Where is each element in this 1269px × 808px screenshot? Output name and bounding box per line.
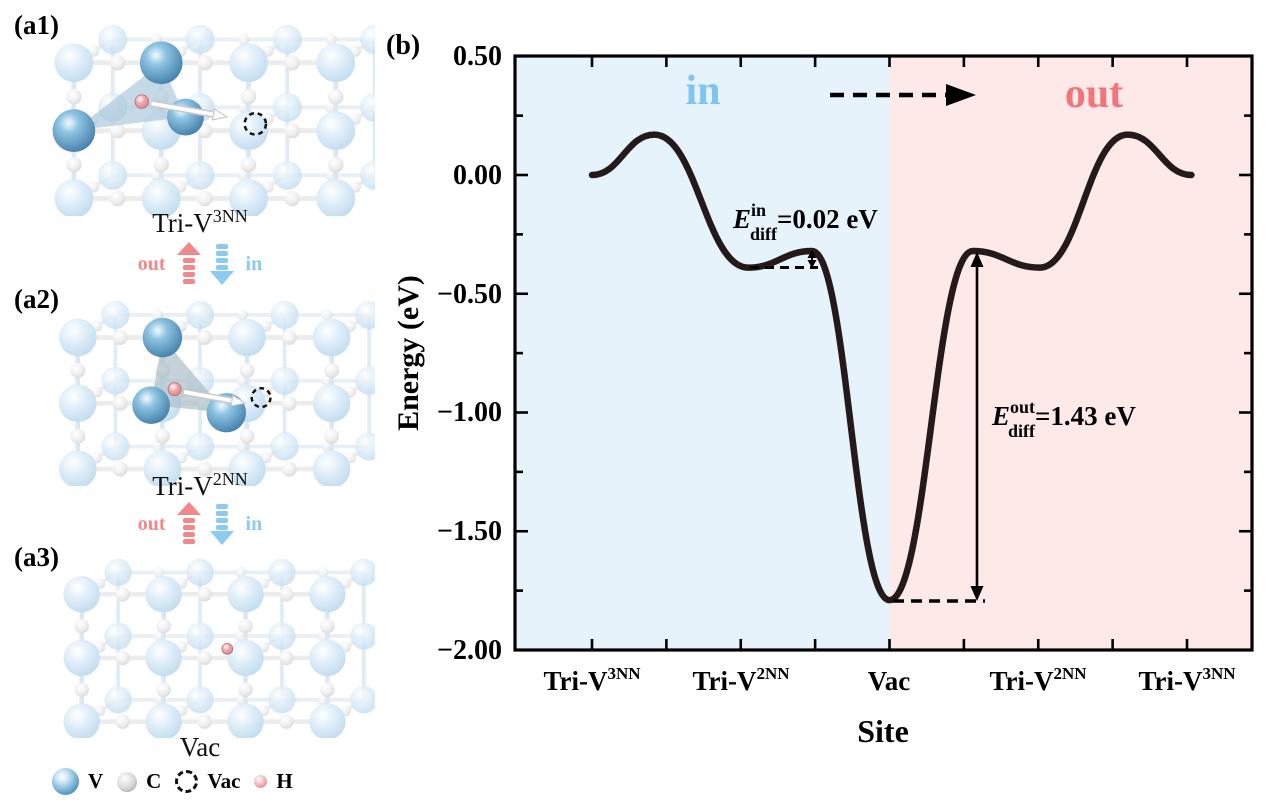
xtick-vac: Vac — [868, 666, 911, 696]
vacancy-icon — [175, 770, 199, 793]
ytick--2.00: −2.00 — [437, 635, 502, 666]
c-atom-icon — [117, 771, 138, 792]
h-atom-icon — [254, 775, 268, 788]
structure-a1-label-base: Tri-V — [152, 208, 213, 238]
out-in-arrows-icon — [176, 502, 234, 545]
in-region — [515, 56, 890, 650]
h-atom — [134, 94, 149, 109]
in-barrier-annotation: Ein diff=0.02 eV — [732, 200, 878, 269]
ytick--0.50: −0.50 — [437, 279, 502, 310]
legend-item-h: H — [254, 769, 293, 794]
in-label: in — [245, 512, 263, 535]
v-atom-highlight — [142, 317, 183, 358]
atom-legend: V C Vac H — [52, 768, 293, 795]
y-tick-labels: 0.50 0.00 −0.50 −1.00 −1.50 −2.00 — [437, 41, 502, 666]
legend-item-vac: Vac — [175, 769, 240, 794]
vacancy-circle — [250, 387, 272, 409]
structure-a2-label-base: Tri-V — [152, 471, 213, 501]
panel-a1-tag: (a1) — [14, 10, 59, 40]
energy-diagram: (b) in out Ein diff=0.02 eV — [386, 30, 1254, 749]
v-atom-highlight — [52, 109, 96, 152]
in-region-label: in — [685, 68, 720, 114]
vacancy-circle — [243, 111, 268, 136]
legend-item-c: C — [117, 769, 161, 794]
panel-a2-tag: (a2) — [14, 284, 59, 314]
x-axis-title: Site — [857, 713, 909, 749]
crystal-structure-a3 — [63, 558, 375, 738]
xtick-triv3nn-right: Tri-V3NN — [1138, 664, 1236, 696]
crystal-structure-a1 — [52, 24, 375, 216]
legend-label-h: H — [276, 769, 293, 793]
structure-a1-label: Tri-V3NN — [25, 206, 375, 239]
xtick-triv2nn-right: Tri-V2NN — [989, 664, 1087, 696]
xtick-trив3nn-left: Tri-V3NN — [543, 664, 641, 696]
legend-item-v: V — [52, 768, 103, 795]
legend-label-vac: Vac — [207, 769, 241, 793]
v-atom-highlight — [139, 41, 183, 85]
panel-b-tag: (b) — [386, 30, 420, 61]
out-label: out — [137, 512, 166, 535]
v-atom-highlight — [132, 386, 170, 424]
out-barrier-text: Eout diff=1.43 eV — [991, 397, 1136, 441]
out-region — [889, 56, 1252, 650]
out-region-label: out — [1065, 71, 1123, 117]
x-tick-labels: Tri-V3NN Tri-V2NN Vac Tri-V2NN Tri-V3NN — [543, 664, 1236, 696]
legend-label-c: C — [146, 769, 162, 793]
plot-frame — [513, 54, 1254, 652]
structure-a3-label: Vac — [25, 730, 375, 763]
ytick--1.50: −1.50 — [437, 516, 502, 547]
v-atom-icon — [52, 768, 79, 795]
in-barrier-text: Ein diff=0.02 eV — [732, 200, 878, 244]
out-in-arrows-icon — [176, 242, 234, 285]
out-label: out — [137, 252, 166, 275]
in-to-out-arrow — [830, 84, 976, 106]
structure-a2-label: Tri-V2NN — [25, 469, 375, 502]
h-atom — [221, 642, 234, 655]
ytick-0.00: 0.00 — [453, 160, 502, 191]
y-axis-title: Energy (eV) — [392, 275, 425, 431]
in-label: in — [245, 252, 263, 275]
ytick--1.00: −1.00 — [437, 397, 502, 428]
out-barrier-annotation: Eout diff=1.43 eV — [893, 252, 1136, 603]
transfer-arrows-2: out in — [60, 500, 340, 548]
structure-a1-label-sup: 3NN — [212, 206, 248, 226]
xtick-triv2nn-left: Tri-V2NN — [692, 664, 790, 696]
transfer-arrows-1: out in — [60, 240, 340, 288]
h-atom — [167, 382, 182, 397]
energy-curve — [588, 131, 1195, 604]
legend-label-v: V — [88, 769, 104, 793]
crystal-structure-a2 — [59, 300, 375, 486]
panel-a3-tag: (a3) — [14, 542, 59, 572]
structure-a3-label-base: Vac — [179, 732, 221, 762]
structure-a2-label-sup: 2NN — [212, 469, 248, 489]
ytick-0.50: 0.50 — [453, 41, 502, 72]
